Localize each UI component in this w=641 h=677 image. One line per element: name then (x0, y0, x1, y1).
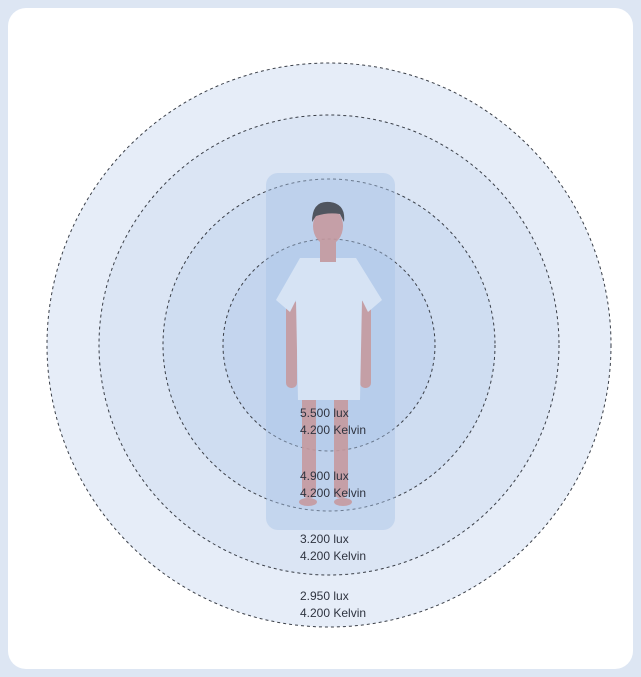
kelvin-label: 4.200 Kelvin (300, 549, 366, 563)
lux-label: 4.900 lux (300, 469, 349, 483)
arm (286, 300, 297, 388)
lux-label: 5.500 lux (300, 406, 349, 420)
diagram: 5.500 lux 4.200 Kelvin 4.900 lux 4.200 Kelv… (0, 0, 641, 677)
kelvin-label: 4.200 Kelvin (300, 606, 366, 620)
kelvin-label: 4.200 Kelvin (300, 486, 366, 500)
lux-label: 2.950 lux (300, 589, 349, 603)
kelvin-label: 4.200 Kelvin (300, 423, 366, 437)
lux-label: 3.200 lux (300, 532, 349, 546)
